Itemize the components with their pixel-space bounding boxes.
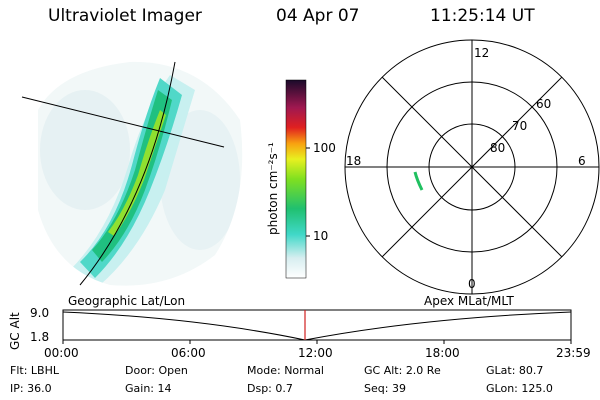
colorbar-tick-100: 100 xyxy=(313,141,336,155)
footer-gc-alt: GC Alt: 2.0 Re xyxy=(364,364,441,377)
time-label: 11:25:14 UT xyxy=(430,6,535,26)
footer-ip: IP: 36.0 xyxy=(10,382,52,395)
altitude-ytick-bottom: 1.8 xyxy=(30,330,50,344)
apex-label: Apex MLat/MLT xyxy=(424,294,514,308)
colorbar-label: photon cm⁻²s⁻¹ xyxy=(266,142,280,235)
footer-door: Door: Open xyxy=(125,364,188,377)
colorbar-tick-10: 10 xyxy=(313,229,329,243)
altitude-ytick-top: 9.0 xyxy=(30,306,50,320)
app-title: Ultraviolet Imager xyxy=(48,6,202,26)
altitude-xtick: 06:00 xyxy=(171,346,206,360)
footer-mode: Mode: Normal xyxy=(247,364,324,377)
mlt-label-18: 18 xyxy=(346,154,362,168)
altitude-ylabel: GC Alt xyxy=(8,312,22,350)
geographic-label: Geographic Lat/Lon xyxy=(68,294,186,308)
auroral-arc-mark xyxy=(413,171,424,191)
altitude-xtick: 18:00 xyxy=(425,346,460,360)
footer-glat: GLat: 80.7 xyxy=(486,364,544,377)
footer-seq: Seq: 39 xyxy=(364,382,406,395)
date-label: 04 Apr 07 xyxy=(276,6,360,26)
lat-label-70: 70 xyxy=(512,119,528,133)
geographic-image xyxy=(21,61,243,286)
altitude-xtick: 12:00 xyxy=(298,346,333,360)
altitude-xtick: 23:59 xyxy=(556,346,591,360)
mlt-label-12: 12 xyxy=(474,46,490,60)
mlt-label-0: 0 xyxy=(468,277,476,291)
lat-label-80: 80 xyxy=(490,141,506,155)
footer-flt: Flt: LBHL xyxy=(10,364,59,377)
altitude-xtick: 00:00 xyxy=(44,346,79,360)
lat-label-60: 60 xyxy=(536,97,552,111)
altitude-chart xyxy=(62,309,572,344)
polar-plot xyxy=(344,39,600,295)
footer-glon: GLon: 125.0 xyxy=(486,382,553,395)
footer-dsp: Dsp: 0.7 xyxy=(247,382,293,395)
mlt-label-6: 6 xyxy=(578,154,586,168)
colorbar xyxy=(285,79,310,279)
footer-gain: Gain: 14 xyxy=(125,382,172,395)
